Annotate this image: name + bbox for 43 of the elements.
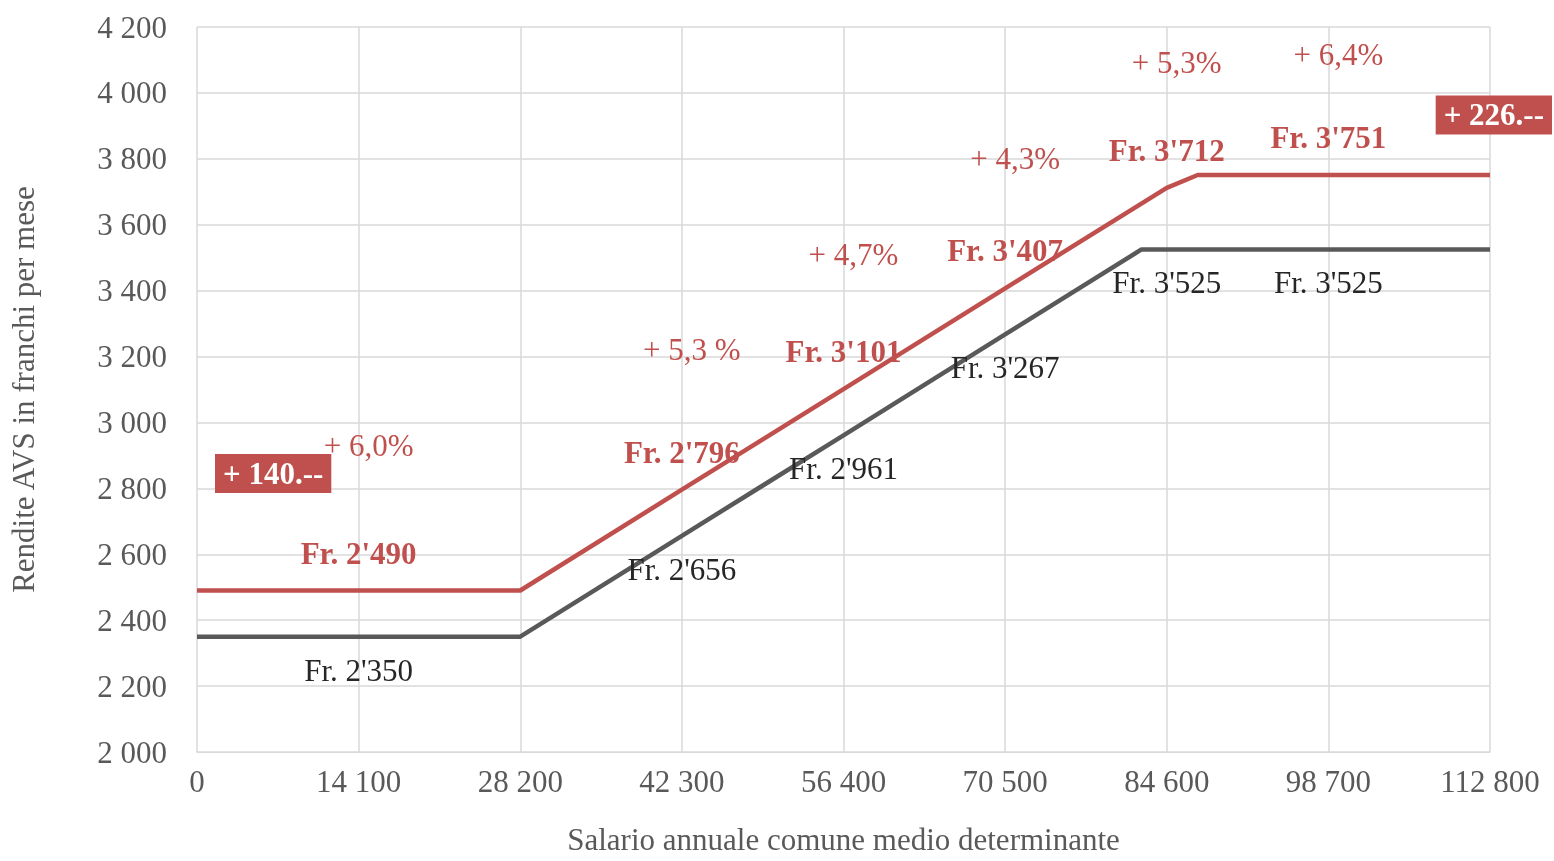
- x-tick-label: 70 500: [962, 764, 1048, 799]
- y-axis-title: Rendite AVS in franchi per mese: [6, 186, 41, 593]
- x-tick-label: 42 300: [639, 764, 725, 799]
- x-tick-label: 56 400: [800, 764, 887, 799]
- y-tick-label: 3 000: [97, 404, 167, 440]
- y-tick-label: 4 200: [97, 9, 167, 45]
- data-label: Fr. 3'525: [1112, 265, 1222, 301]
- x-tick-label: 0: [189, 764, 205, 799]
- y-tick-label: 2 000: [97, 734, 167, 770]
- y-tick-label: 2 600: [97, 536, 167, 572]
- annotation: + 4,7%: [808, 236, 899, 272]
- annotation: + 226.--: [1443, 97, 1544, 133]
- annotation: + 6,4%: [1293, 37, 1384, 73]
- data-label: Fr. 2'656: [627, 551, 737, 587]
- data-label: Fr. 3'751: [1270, 119, 1387, 155]
- y-tick-label: 2 800: [97, 470, 167, 506]
- y-tick-label: 3 200: [97, 339, 167, 375]
- x-tick-label: 28 200: [477, 764, 563, 799]
- line-series: [194, 172, 1493, 593]
- annotation: + 5,3 %: [643, 332, 741, 368]
- y-tick-label: 3 400: [97, 273, 167, 309]
- annotation: + 5,3%: [1131, 45, 1222, 81]
- data-label: Fr. 2'350: [304, 652, 414, 688]
- data-label: Fr. 3'407: [947, 233, 1064, 269]
- data-label: Fr. 3'525: [1273, 265, 1383, 301]
- y-tick-label: 2 200: [97, 668, 167, 704]
- y-tick-label: 2 400: [97, 602, 167, 638]
- y-tick-label: 4 000: [97, 75, 167, 111]
- annotation: + 4,3%: [970, 140, 1061, 176]
- x-tick-label: 98 700: [1285, 764, 1371, 799]
- data-label: Fr. 2'961: [789, 451, 898, 487]
- data-label: Fr. 3'267: [950, 350, 1060, 386]
- x-tick-label: 112 800: [1440, 764, 1540, 799]
- data-label: Fr. 3'712: [1108, 132, 1225, 168]
- annotation: + 140.--: [223, 456, 324, 492]
- x-tick-label: 14 100: [316, 764, 402, 799]
- x-tick-label: 84 600: [1124, 764, 1210, 799]
- data-label: Fr. 2'490: [300, 535, 417, 571]
- x-axis-title: Salario annuale comune medio determinante: [567, 822, 1120, 857]
- y-tick-label: 3 800: [97, 141, 167, 177]
- y-tick-label: 3 600: [97, 207, 167, 243]
- annotation: + 6,0%: [323, 428, 414, 464]
- data-label: Fr. 3'101: [785, 334, 902, 370]
